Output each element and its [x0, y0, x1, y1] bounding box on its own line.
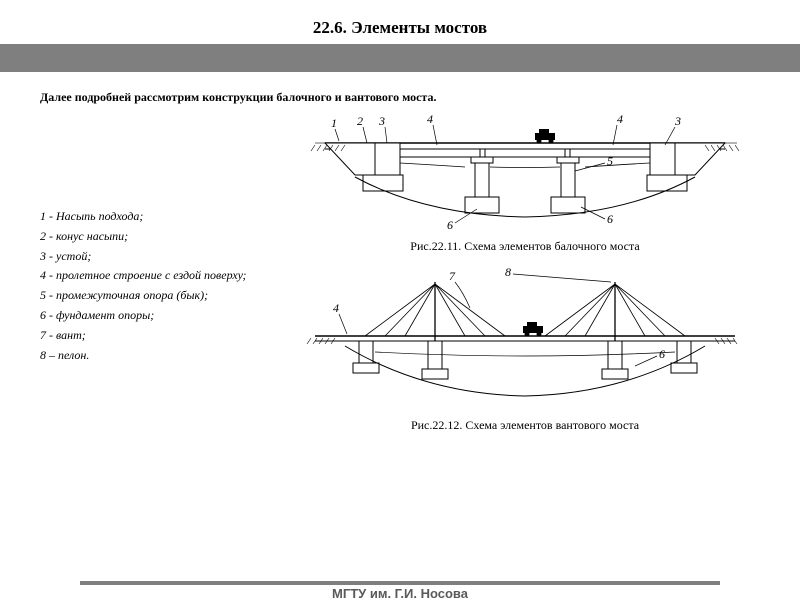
label-1: 1: [331, 116, 337, 130]
label-4: 4: [427, 112, 433, 126]
legend-item: 3 - устой;: [40, 247, 290, 267]
label-4r: 4: [617, 112, 623, 126]
legend-item: 6 - фундамент опоры;: [40, 306, 290, 326]
intro-text: Далее подробней рассмотрим конструкции б…: [0, 72, 800, 105]
figure2-caption: Рис.22.12. Схема элементов вантового мос…: [290, 418, 760, 433]
legend-item: 7 - вант;: [40, 326, 290, 346]
figure-cable-bridge: 4 7 8 6: [290, 264, 760, 414]
label-6r: 6: [607, 212, 613, 226]
legend-item: 8 – пелон.: [40, 346, 290, 366]
figure-beam-bridge: 1 2 3 4 4 3 5 6 6: [290, 105, 760, 235]
legend-item: 4 - пролетное строение с ездой поверху;: [40, 266, 290, 286]
label-2: 2: [357, 114, 363, 128]
label-6: 6: [659, 347, 665, 361]
label-3r: 3: [674, 114, 681, 128]
page-title: 22.6. Элементы мостов: [0, 0, 800, 44]
legend-item: 2 - конус насыпи;: [40, 227, 290, 247]
label-6l: 6: [447, 218, 453, 232]
label-5: 5: [607, 154, 613, 168]
label-3: 3: [378, 114, 385, 128]
label-8: 8: [505, 265, 511, 279]
legend-list: 1 - Насыпь подхода; 2 - конус насыпи; 3 …: [40, 207, 290, 365]
footer-text: МГТУ им. Г.И. Носова: [80, 587, 720, 600]
label-7: 7: [449, 269, 456, 283]
header-bar: [0, 44, 800, 72]
legend-item: 1 - Насыпь подхода;: [40, 207, 290, 227]
footer-divider: [80, 581, 720, 585]
label-4: 4: [333, 301, 339, 315]
figure1-caption: Рис.22.11. Схема элементов балочного мос…: [290, 239, 760, 254]
legend-item: 5 - промежуточная опора (бык);: [40, 286, 290, 306]
